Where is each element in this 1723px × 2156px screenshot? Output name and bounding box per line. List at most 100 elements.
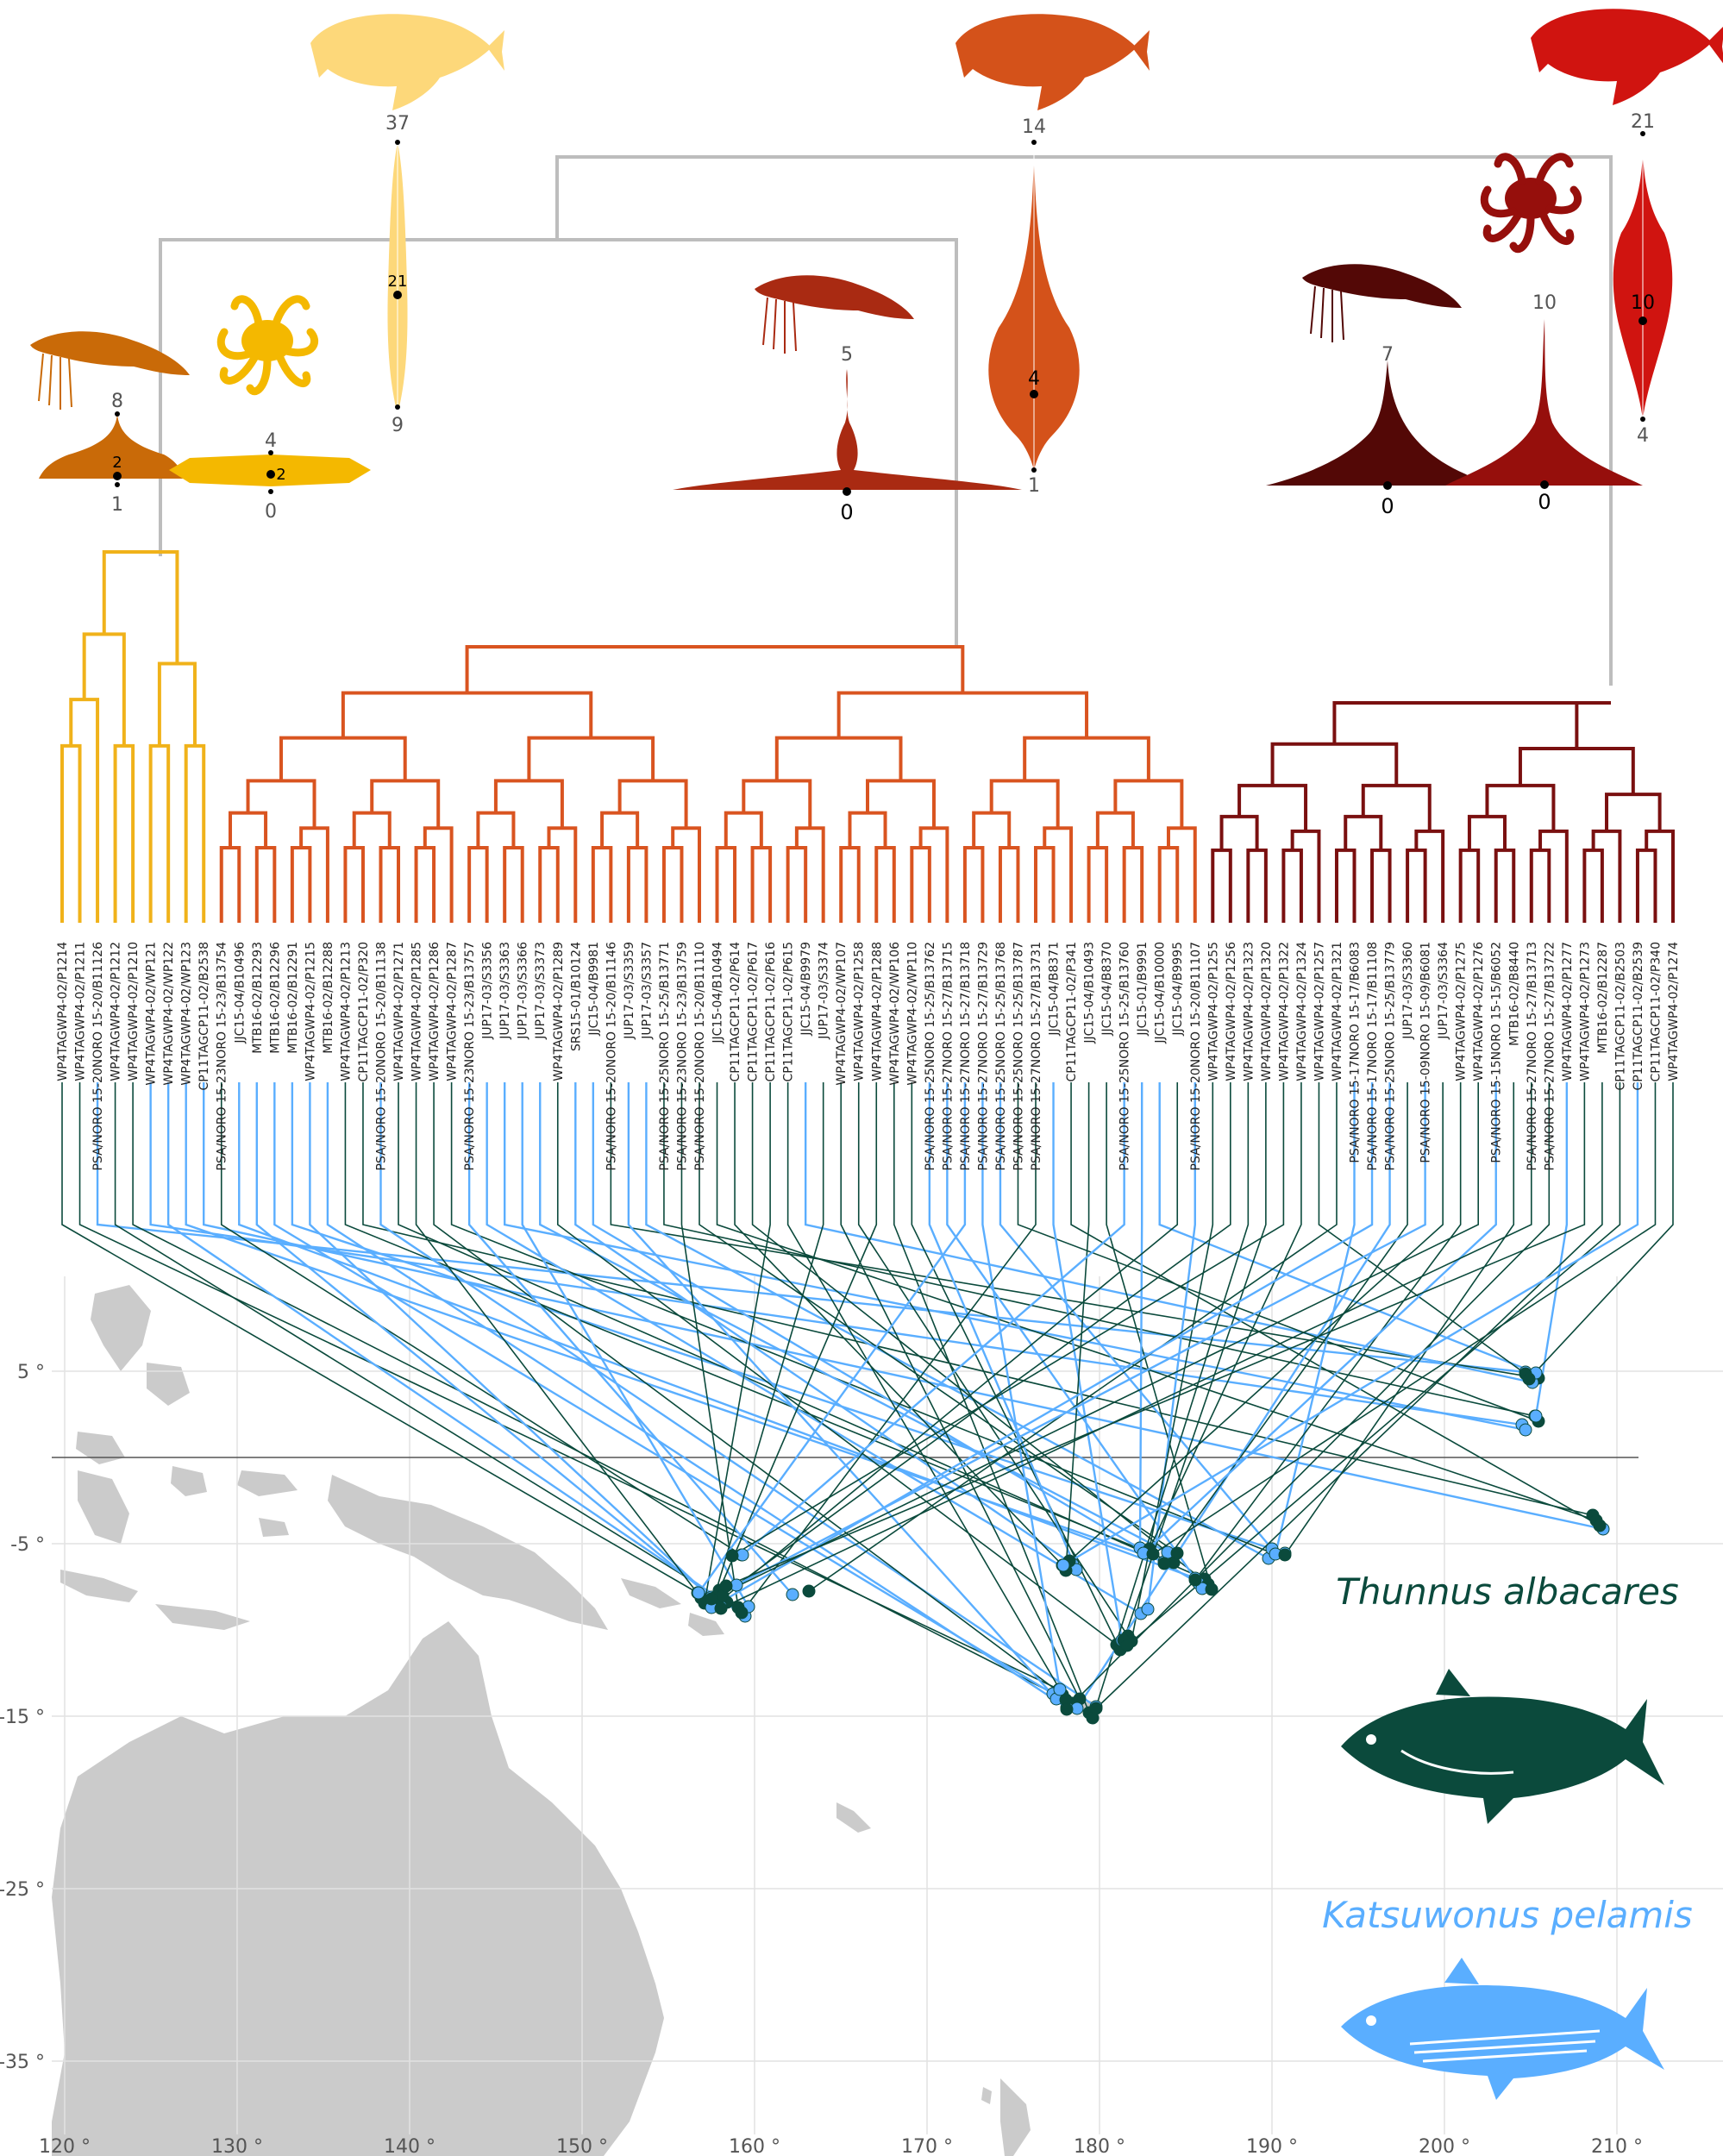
leaf-label: WP4TAGWP4-02/WP121 [145, 942, 159, 1086]
leaf-label: JJC15-04/B9995 [1171, 942, 1185, 1037]
leaf-label: WP4TAGWP4-02/P1289 [552, 942, 566, 1081]
island-landmass [836, 1802, 871, 1833]
leaf-label: WP4TAGWP4-02/P1215 [304, 942, 317, 1081]
tree-branch [82, 632, 126, 746]
leaf-label: PSA/NORO 15-20NORO 15-20/B11146 [605, 942, 618, 1171]
leaf-label: WP4TAGWP4-02/P1255 [1206, 942, 1220, 1081]
leaf-labels: WP4TAGWP4-02/P1214 WP4TAGWP4-02/P1211 PSA/… [56, 942, 1681, 1171]
leaf-label: CP11TAGCP11-02/P617 [747, 942, 761, 1081]
tree-branch [1157, 846, 1180, 923]
yellowfin-sample-point [1205, 1583, 1219, 1596]
connection-line [220, 1082, 742, 1556]
leaf-label: WP4TAGWP4-02/WP122 [162, 942, 176, 1086]
leaf-label: WP4TAGWP4-02/P1287 [446, 942, 460, 1081]
leaf-label: PSA/NORO 15-27NORO 15-27/B13729 [976, 942, 990, 1170]
tree-branch [254, 846, 277, 923]
connection-line [1163, 1082, 1408, 1564]
connection-line [415, 1082, 702, 1599]
leaf-label: JJC15-04/B10493 [1083, 942, 1097, 1044]
leaf-label: WP4TAGWP4-02/WP107 [835, 942, 849, 1086]
connection-line [1070, 1082, 1601, 1526]
violin-median-dot [1030, 390, 1038, 398]
violin-octopus-a: 4 2 0 [169, 430, 371, 523]
leaf-label: PSA/NORO 15-27NORO 15-27/B13718 [959, 942, 973, 1170]
lon-tick-label: 170 ° [901, 2136, 953, 2156]
skipjack-sample-point [1519, 1423, 1532, 1437]
latitude-axis: 5 ° -5 ° -15 ° -25 ° -35 ° [0, 1362, 45, 2073]
leaf-label: WP4TAGWP4-02/P1274 [1667, 942, 1681, 1081]
violin-max-label: 14 [1022, 116, 1046, 138]
leaf-label: PSA/NORO 15-23NORO 15-23/B13754 [216, 942, 229, 1171]
tree-branch [1370, 848, 1392, 923]
connection-line [1149, 1082, 1302, 1550]
violin-max-label: 7 [1382, 344, 1394, 366]
connection-line [114, 1082, 728, 1603]
tree-branch [157, 661, 197, 746]
violin-max-dot [395, 140, 400, 145]
lon-tick-label: 190 ° [1246, 2136, 1298, 2156]
leaf-label: PSA/NORO 15-23NORO 15-23/B13757 [463, 942, 477, 1170]
tree-branch [591, 846, 613, 923]
tree-branch [69, 698, 100, 923]
leaf-label: MTB16-02/B12293 [251, 942, 265, 1054]
connection-line [61, 1082, 699, 1594]
new-zealand-landmass [1000, 2078, 1031, 2156]
leaf-label: PSA/NORO 15-20NORO 15-20/B11107 [1189, 942, 1203, 1170]
island-landmass [688, 1613, 724, 1636]
skipjack-sample-point [1056, 1558, 1070, 1572]
tree-branch [750, 846, 773, 923]
violin-median-dot [843, 487, 851, 496]
leaf-label: JUP17-03/S3363 [498, 942, 512, 1040]
tree-branch [1494, 848, 1516, 923]
tree-branch [1211, 848, 1232, 923]
violin-plots: 8 2 1 4 2 0 37 21 9 5 [39, 111, 1673, 524]
connection-line [645, 1082, 1269, 1560]
connection-line [309, 1082, 722, 1608]
octopus-icon [216, 295, 319, 396]
connection-line [1017, 1082, 1539, 1422]
legend-thunnus-label: Thunnus albacares [1336, 1570, 1679, 1613]
connection-line [503, 1082, 1526, 1432]
tree-branch [989, 779, 1060, 829]
connection-line [981, 1082, 1062, 1690]
tree-branch [1414, 829, 1445, 923]
species-legend: Thunnus albacares Katsuwonus pelamis [1322, 1570, 1693, 2100]
tuna-fish-icon [1341, 1669, 1664, 1824]
leaf-label: PSA/NORO 15-25NORO 15-25/B13760 [1118, 942, 1132, 1170]
violin-min-label: 1 [111, 494, 123, 516]
tree-branch [465, 645, 965, 693]
violin-min-dot [268, 489, 273, 494]
connection-line [203, 1082, 1604, 1531]
leaf-label: WP4TAGWP4-02/P1257 [1313, 942, 1326, 1081]
violin-median-label: 21 [388, 273, 408, 291]
tree-branch [1518, 747, 1635, 795]
connection-line [857, 1082, 1129, 1637]
leaf-label: PSA/NORO 15-23NORO 15-23/B13759 [675, 942, 689, 1170]
tree-branch [972, 811, 1012, 849]
leaf-label: WP4TAGWP4-02/P1323 [1242, 942, 1256, 1081]
violin-shrimp-b: 5 0 [673, 344, 1022, 524]
violin-min-dot [115, 482, 120, 487]
tree-branch [848, 811, 887, 849]
connection-line [1126, 1082, 1621, 1646]
tree-branch [343, 846, 365, 923]
connection-line [999, 1082, 1273, 1550]
tree-branch [290, 846, 312, 923]
yellowfin-sample-point [735, 1606, 749, 1620]
island-landmass [60, 1570, 138, 1602]
tree-branch [1529, 848, 1551, 923]
leaf-label: PSA/NORO 15-20NORO 15-20/B11138 [374, 942, 388, 1170]
yellowfin-sample-point [1157, 1557, 1171, 1570]
new-guinea-landmass [328, 1475, 608, 1630]
leaf-label: WP4TAGWP4-02/P1271 [392, 942, 406, 1081]
yellowfin-sample-point [1188, 1573, 1202, 1587]
lon-tick-label: 200 ° [1419, 2136, 1470, 2156]
sample-points [691, 1365, 1610, 1725]
leaf-label: JJC15-04/B9979 [799, 942, 813, 1037]
island-landmass [621, 1578, 681, 1608]
connection-line [741, 1082, 1037, 1614]
connection-line [680, 1082, 739, 1608]
violin-median-dot [266, 470, 275, 479]
tree-branch [918, 826, 949, 923]
fish-icon [310, 14, 504, 110]
